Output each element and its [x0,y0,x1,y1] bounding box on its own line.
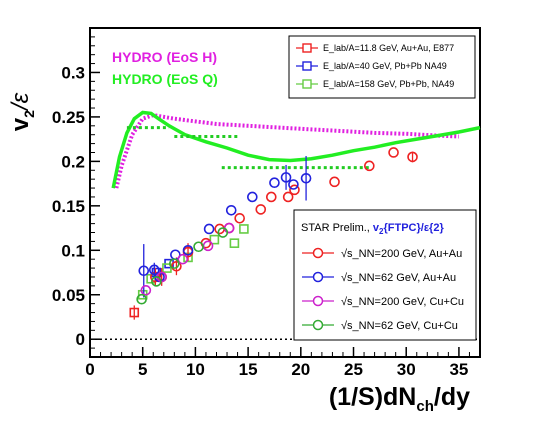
data-point [265,191,277,203]
data-point [300,172,312,184]
data-point [282,191,294,203]
data-point [247,191,258,203]
legend-marker [312,271,324,283]
y-tick-label: 0.15 [52,197,85,216]
x-tick-label: 10 [186,360,205,379]
data-point [150,271,161,283]
hydro-label-eos-q: HYDRO (EoS Q) [112,71,218,87]
y-tick-label: 0.3 [61,63,85,82]
x-tick-label: 35 [449,360,468,379]
data-point [193,241,204,253]
data-point [388,147,399,158]
data-point [182,244,194,256]
legend-top: E_lab/A=11.8 GeV, Au+Au, E877 E_lab/A=40 … [288,35,476,99]
y-tick-label: 0 [76,330,85,349]
data-point [136,293,147,305]
legend-label: E_lab/A=158 GeV, Pb+Pb, NA49 [323,79,454,89]
x-tick-label: 15 [239,360,258,379]
x-tick-label: 20 [291,360,310,379]
legend-label: E_lab/A=11.8 GeV, Au+Au, E877 [323,43,454,53]
data-point [162,263,172,273]
data-point [234,212,245,224]
x-tick-label: 5 [138,360,147,379]
data-point [171,261,182,272]
hydro-label-eos-h: HYDRO (EoS H) [112,49,217,65]
data-point [217,227,229,238]
x-axis: 0 5 10 15 20 25 30 35 [85,347,470,379]
legend-marker [312,319,324,331]
x-tick-label: 25 [344,360,363,379]
y-tick-label: 0.05 [52,286,85,305]
legend-label: √s_NN=62 GeV, Cu+Cu [341,320,458,332]
legend-marker [302,61,312,71]
y-axis: 0 0.05 0.1 0.15 0.2 0.25 0.3 [52,36,100,349]
legend-bottom: STAR Prelim., v2{FTPC}/ε{2} √s_NN=200 Ge… [293,209,477,341]
data-point [140,285,152,296]
legend-marker [302,79,312,89]
data-point [229,238,240,248]
legend-marker [312,295,324,307]
data-point [407,151,418,163]
hydro-eos-h-curve [114,113,459,189]
data-point [148,264,160,276]
legend-label: E_lab/A=40 GeV, Pb+Pb NA49 [323,61,447,71]
data-point [129,307,140,318]
legend-marker [302,43,312,53]
hydro-eos-q-curve [111,110,481,189]
y-axis-title: v2/ε [7,92,37,131]
legend-bottom-title: STAR Prelim., v2{FTPC}/ε{2} [301,222,444,236]
legend-label: √s_NN=200 GeV, Au+Au [341,248,462,260]
data-points [129,147,418,320]
y-tick-label: 0.1 [61,241,85,260]
x-axis-title: (1/S)dNch/dy [329,383,470,415]
data-point [209,234,220,245]
x-tick-label: 0 [85,360,94,379]
data-point [177,253,189,265]
data-point [364,160,375,172]
data-point [269,177,280,189]
data-point [138,265,150,277]
y-tick-label: 0.2 [61,152,85,171]
data-point [239,224,249,234]
legend-label: √s_NN=62 GeV, Au+Au [341,272,456,284]
data-point [169,258,180,269]
data-point [203,223,215,235]
legend-marker [312,247,324,259]
data-point [255,204,267,215]
y-tick-label: 0.25 [52,108,85,127]
data-point [289,184,300,196]
hydro-curves [111,110,481,189]
data-point [151,276,162,287]
data-point [280,172,292,183]
data-point [225,204,237,216]
lattice-segments [126,126,370,170]
data-point [288,179,299,190]
x-tick-label: 30 [397,360,416,379]
legend-label: √s_NN=200 GeV, Cu+Cu [341,296,464,308]
data-point [329,176,340,188]
